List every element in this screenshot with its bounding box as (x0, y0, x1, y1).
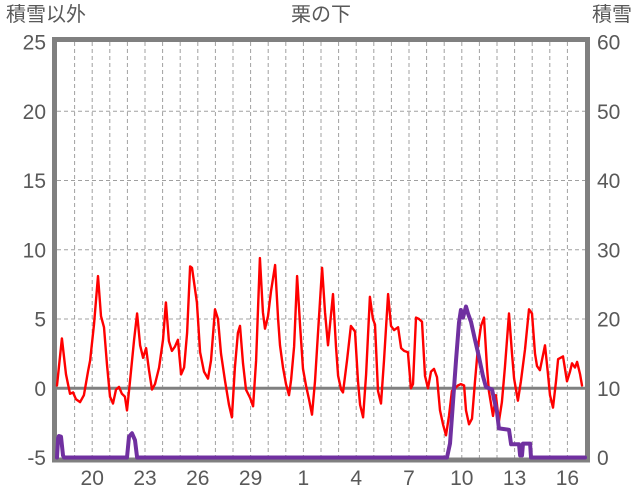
x-axis-tick-label: 29 (239, 467, 262, 490)
x-axis-tick-label: 16 (556, 467, 579, 490)
right-axis-tick-label: 60 (597, 32, 620, 55)
left-axis-tick-label: -5 (27, 447, 46, 470)
chart-title: 栗の下 (291, 4, 351, 26)
right-axis-tick-label: 40 (597, 170, 620, 193)
x-axis-tick-label: 13 (503, 467, 526, 490)
right-axis-tick-label: 50 (597, 101, 620, 124)
x-axis-tick-label: 23 (133, 467, 156, 490)
left-axis-title: 積雪以外 (6, 4, 86, 26)
temperature-line (55, 256, 584, 437)
right-axis-title: 積雪 (592, 4, 632, 26)
left-axis-tick-label: 20 (23, 101, 46, 124)
right-axis-tick-label: 10 (597, 378, 620, 401)
x-axis-tick-label: 7 (403, 467, 415, 490)
plot-frame (52, 37, 590, 463)
right-axis-tick-label: 20 (597, 309, 620, 332)
x-axis-tick-label: 4 (350, 467, 362, 490)
left-axis-tick-label: 25 (23, 32, 46, 55)
x-axis-tick-label: 20 (81, 467, 104, 490)
x-axis-tick-label: 1 (298, 467, 310, 490)
left-axis-tick-label: 10 (23, 239, 46, 262)
left-axis-tick-label: 0 (34, 378, 46, 401)
right-axis-tick-label: 0 (597, 447, 609, 470)
left-axis-tick-label: 15 (23, 170, 46, 193)
snow-depth-line (55, 304, 587, 460)
x-axis-tick-label: 26 (186, 467, 209, 490)
x-axis-tick-label: 10 (450, 467, 473, 490)
right-axis-tick-label: 30 (597, 239, 620, 262)
left-axis-tick-label: 5 (34, 309, 46, 332)
